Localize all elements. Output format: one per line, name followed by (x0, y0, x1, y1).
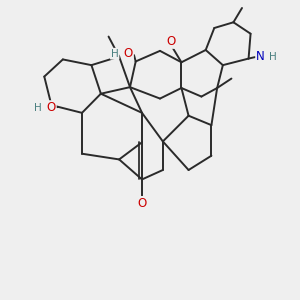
Text: O: O (166, 35, 175, 48)
Text: O: O (46, 101, 56, 114)
Text: O: O (124, 47, 133, 60)
Text: H: H (111, 49, 119, 59)
Text: N: N (256, 50, 265, 63)
Text: H: H (34, 103, 41, 113)
Text: O: O (137, 197, 147, 210)
Text: H: H (269, 52, 277, 61)
